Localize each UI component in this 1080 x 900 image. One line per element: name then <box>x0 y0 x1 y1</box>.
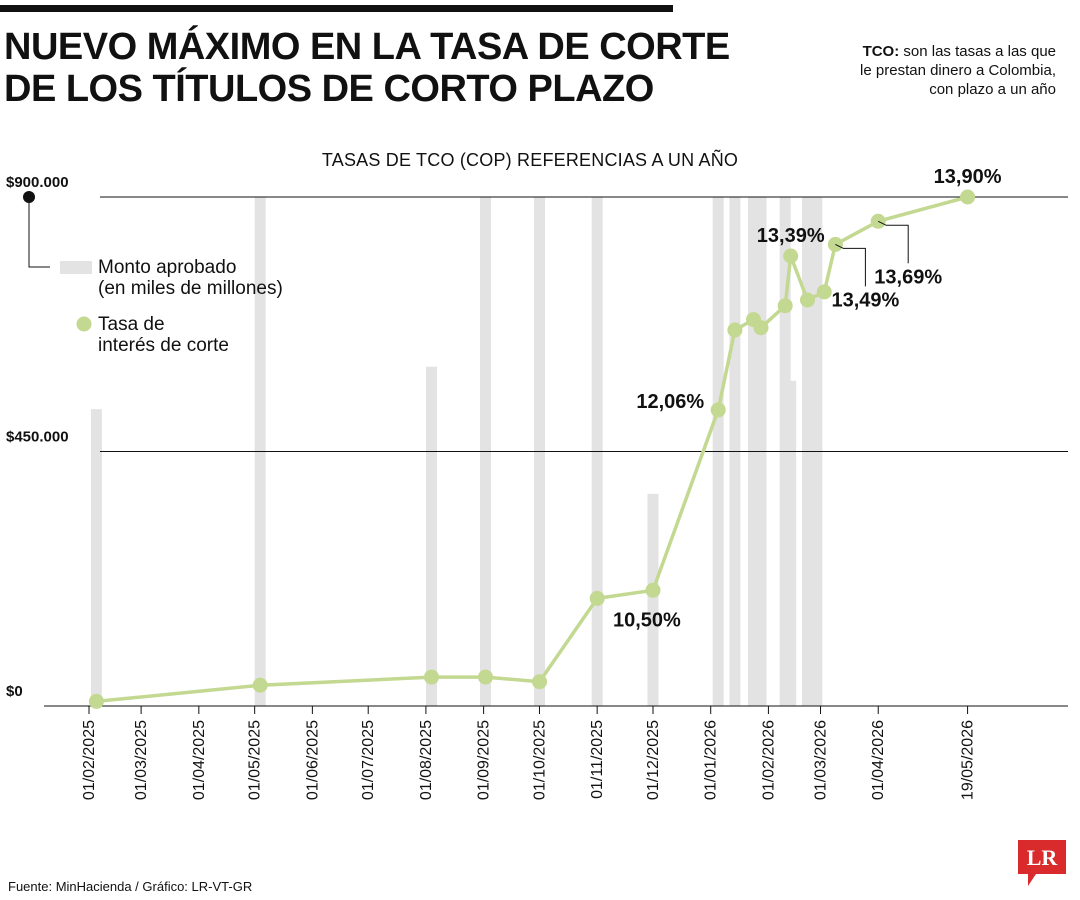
x-tick-label-2: 01/04/2025 <box>191 720 208 800</box>
rate-label-15: 13,49% <box>831 289 899 311</box>
tco-note-line-1: son las tasas a las que <box>903 43 1056 60</box>
x-tick-label-3: 01/05/2025 <box>247 720 264 800</box>
x-tick-label-15: 19/05/2026 <box>960 720 977 800</box>
legend-line-label-line-2: interés de corte <box>98 335 229 356</box>
x-tick-label-1: 01/03/2025 <box>133 720 150 800</box>
rate-line <box>96 195 969 704</box>
rate-point-17 <box>960 189 976 205</box>
lr-logo-text: LR <box>1027 845 1059 870</box>
rate-point-3 <box>478 669 493 685</box>
x-tick-label-7: 01/09/2025 <box>476 720 493 800</box>
rate-label-6: 10,50% <box>613 609 681 631</box>
y-tick-label-0: $0 <box>6 683 23 700</box>
rate-point-2 <box>424 669 439 685</box>
x-tick-label-9: 01/11/2025 <box>589 720 606 799</box>
rate-point-8 <box>727 322 743 338</box>
legend-bars-label-line-1: Monto aprobado <box>98 257 236 278</box>
y-tick-label-1: $450.000 <box>6 429 69 446</box>
rate-label-16: 13,69% <box>874 266 942 288</box>
rate-label-12: 13,39% <box>757 225 825 247</box>
rate-label-17: 13,90% <box>934 166 1002 188</box>
x-tick-label-0: 01/02/2025 <box>81 720 98 800</box>
x-tick-label-4: 01/06/2025 <box>304 720 321 800</box>
x-tick-label-11: 01/01/2026 <box>703 720 720 800</box>
rate-label-callout-15 <box>835 243 866 287</box>
rate-point-4 <box>532 674 547 690</box>
bar-2 <box>426 366 437 706</box>
x-tick-label-13: 01/03/2026 <box>813 720 830 800</box>
legend-bar-swatch <box>60 261 92 274</box>
rate-point-7 <box>710 402 726 418</box>
rate-point-13 <box>800 292 815 308</box>
rate-point-11 <box>777 298 793 314</box>
tco-note-line-2: le prestan dinero a Colombia, <box>860 62 1056 79</box>
y-tick-label-2: $900.000 <box>6 174 69 191</box>
tco-note-term: TCO: <box>862 43 900 60</box>
lr-logo: LR <box>1018 840 1066 886</box>
rate-point-6 <box>645 582 661 598</box>
page-title: NUEVO MÁXIMO EN LA TASA DE CORTE DE LOS … <box>4 26 730 110</box>
top-rule <box>0 5 673 12</box>
tco-note-line-3: con plazo a un año <box>929 81 1056 98</box>
x-tick-label-8: 01/10/2025 <box>531 720 548 800</box>
rate-point-12 <box>783 248 799 264</box>
rate-label-callout-16 <box>877 220 909 264</box>
rate-point-14 <box>816 284 832 300</box>
rate-point-5 <box>589 590 605 606</box>
title-line-1: NUEVO MÁXIMO EN LA TASA DE CORTE <box>4 26 730 68</box>
x-tick-label-10: 01/12/2025 <box>645 720 662 800</box>
tco-definition-note: TCO: son las tasas a las que le prestan … <box>860 42 1056 99</box>
legend-line-label-line-1: Tasa de <box>98 314 165 335</box>
bar-12 <box>785 380 797 706</box>
legend-connector <box>28 197 50 268</box>
x-tick-label-12: 01/02/2026 <box>760 720 777 800</box>
rate-point-1 <box>252 677 268 693</box>
x-tick-label-14: 01/04/2026 <box>870 720 887 800</box>
rate-point-10 <box>753 320 769 336</box>
chart-title: TASAS DE TCO (COP) REFERENCIAS A UN AÑO <box>321 150 739 170</box>
title-line-2: DE LOS TÍTULOS DE CORTO PLAZO <box>4 68 654 110</box>
legend-point-swatch <box>76 316 92 332</box>
bar-6 <box>647 493 659 706</box>
rate-point-0 <box>88 693 104 709</box>
legend-bars-label-line-2: (en miles de millones) <box>98 278 283 299</box>
x-tick-label-6: 01/08/2025 <box>418 720 435 800</box>
source-credit: Fuente: MinHacienda / Gráfico: LR-VT-GR <box>8 879 253 894</box>
rate-label-7: 12,06% <box>636 391 704 413</box>
bar-0 <box>90 409 102 706</box>
x-tick-label-5: 01/07/2025 <box>360 720 377 800</box>
